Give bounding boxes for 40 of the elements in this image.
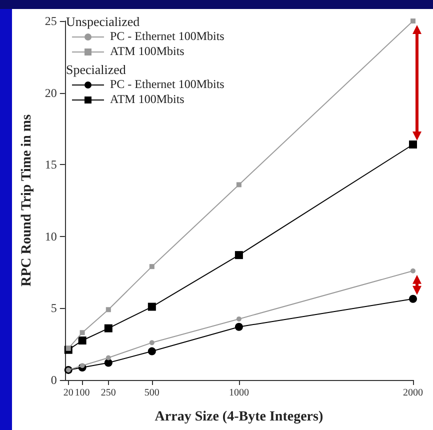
point [409, 294, 417, 303]
x-axis-title: Array Size (4-Byte Integers) [154, 410, 324, 424]
legend-label: ATM 100Mbits [110, 44, 184, 59]
point [149, 264, 154, 270]
x-tick-label: 250 [100, 388, 116, 398]
point [234, 322, 243, 331]
legend-label: ATM 100Mbits [110, 92, 184, 107]
annotation: Specialized [66, 62, 127, 77]
point [234, 251, 243, 260]
point [410, 18, 416, 24]
point [149, 340, 154, 346]
y-tick-label: 15 [44, 158, 57, 172]
x-tick-label: 20 [63, 388, 74, 398]
point [78, 336, 86, 345]
x-tick-label: 100 [74, 388, 90, 398]
annotation: Unspecialized [66, 14, 141, 29]
y-axis-title: RPC Round Trip Time in ms [20, 114, 34, 287]
point [106, 307, 111, 312]
x-tick-label: 2000 [403, 388, 423, 398]
legend-label: PC - Ethernet 100Mbits [110, 77, 224, 92]
y-tick-label: 10 [44, 229, 57, 244]
point [104, 324, 112, 332]
x-tick-label: 1000 [228, 388, 249, 398]
point [106, 355, 111, 360]
y-tick-label: 25 [44, 14, 57, 28]
point [236, 316, 242, 322]
point [409, 140, 417, 148]
y-tick-label: 5 [50, 301, 57, 316]
y-tick-label: 20 [44, 86, 57, 100]
point [104, 358, 112, 367]
x-tick-label: 500 [144, 388, 160, 398]
point [148, 302, 156, 311]
y-tick-label: 0 [50, 373, 57, 387]
point [236, 182, 242, 188]
point [66, 346, 71, 351]
point [410, 268, 416, 274]
point [148, 347, 156, 356]
legend-label: PC - Ethernet 100Mbits [110, 29, 224, 44]
point [80, 363, 85, 368]
point [80, 330, 85, 336]
